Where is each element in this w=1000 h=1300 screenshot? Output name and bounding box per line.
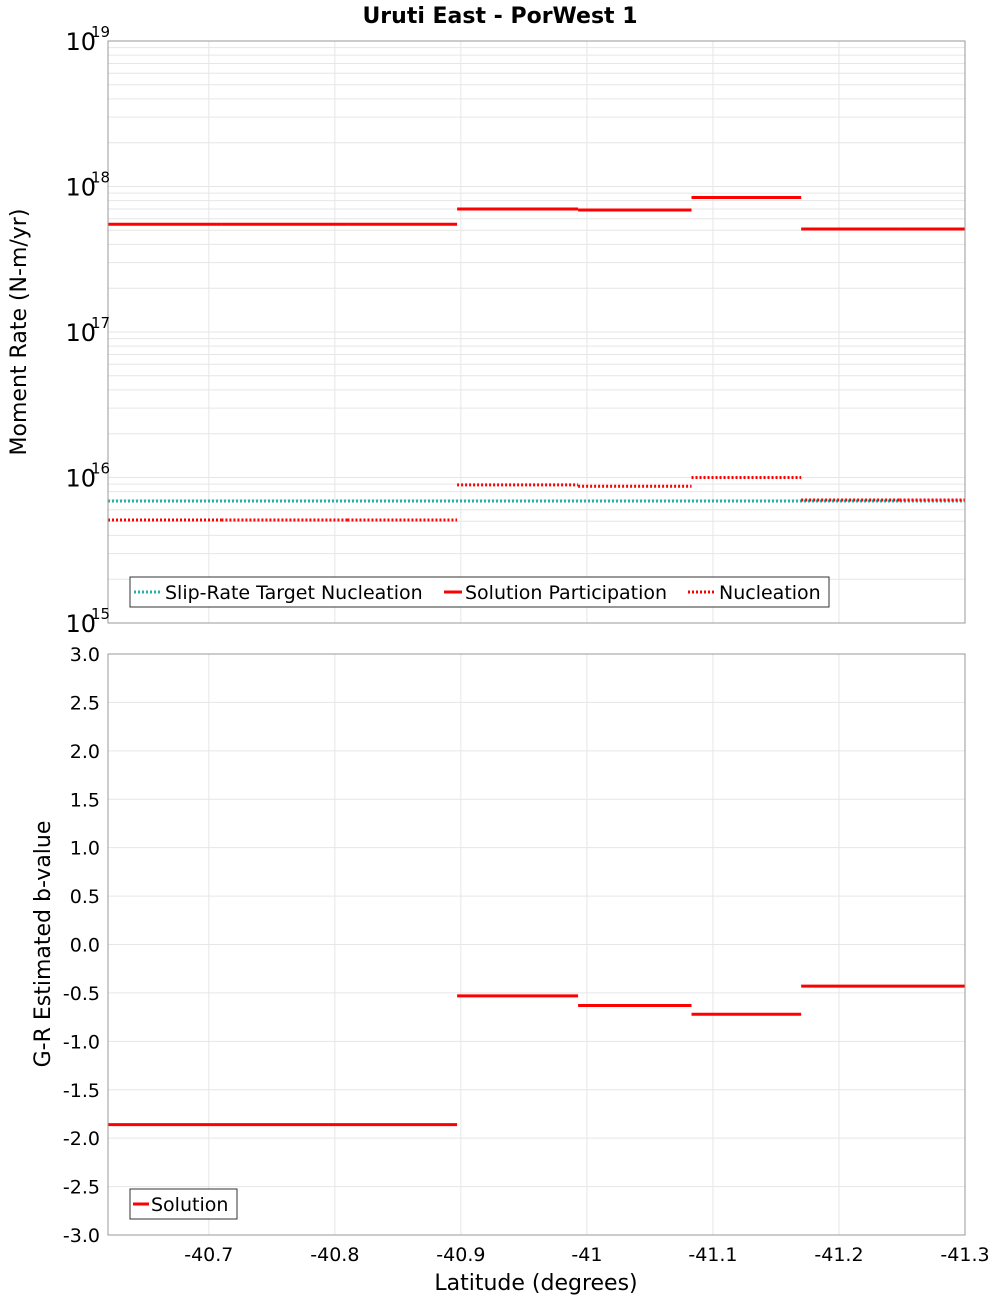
bottom-y-tick-label: 3.0 xyxy=(70,644,100,666)
top-y-tick-label: 10 xyxy=(65,319,96,347)
top-y-tick-label: 10 xyxy=(65,610,96,638)
top-y-tick-label: 10 xyxy=(65,465,96,493)
bottom-y-tick-label: -2.5 xyxy=(63,1177,100,1199)
bottom-y-tick-label: 1.5 xyxy=(70,789,100,811)
bottom-y-tick-label: 0.5 xyxy=(70,886,100,908)
top-y-axis-label: Moment Rate (N-m/yr) xyxy=(7,209,32,456)
top-y-tick-exponent: 15 xyxy=(91,605,110,623)
bottom-y-ticks: 3.0 2.5 2.0 1.5 1.0 0.5 0.0 -0.5 -1.0 -1.5 -2.0 -2.… xyxy=(63,644,100,1247)
x-tick-label: -41.2 xyxy=(814,1244,863,1266)
top-y-tick-exponent: 19 xyxy=(91,23,110,41)
x-tick-label: -41.1 xyxy=(688,1244,737,1266)
b-value-panel: 3.0 2.5 2.0 1.5 1.0 0.5 0.0 -0.5 -1.0 -1.5 -2.0 -2.… xyxy=(31,644,990,1266)
legend-label-participation: Solution Participation xyxy=(465,582,667,604)
bottom-legend: Solution xyxy=(129,1188,238,1220)
legend-label-solution: Solution xyxy=(151,1194,228,1216)
top-y-tick-label: 10 xyxy=(65,174,96,202)
bottom-y-axis-label: G-R Estimated b-value xyxy=(31,821,56,1068)
bottom-plot-frame xyxy=(107,653,966,1236)
top-series xyxy=(108,196,965,522)
bottom-y-tick-label: 2.5 xyxy=(70,692,100,714)
bottom-y-tick-label: 0.0 xyxy=(70,935,100,957)
bottom-y-tick-label: 2.0 xyxy=(70,741,100,763)
legend-label-target: Slip-Rate Target Nucleation xyxy=(165,582,423,604)
bottom-series xyxy=(108,984,965,1127)
x-tick-label: -40.9 xyxy=(436,1244,485,1266)
top-y-tick-exponent: 18 xyxy=(91,169,110,187)
top-legend: Slip-Rate Target Nucleation Solution Par… xyxy=(129,576,830,608)
bottom-y-tick-label: -2.0 xyxy=(63,1128,100,1150)
legend-label-nucleation: Nucleation xyxy=(719,582,821,604)
x-tick-label: -41 xyxy=(571,1244,602,1266)
top-y-tick-exponent: 16 xyxy=(91,460,110,478)
bottom-y-tick-label: -3.0 xyxy=(63,1225,100,1247)
chart-title: Uruti East - PorWest 1 xyxy=(362,4,637,29)
x-axis-ticks: -40.7 -40.8 -40.9 -41 -41.1 -41.2 -41.3 xyxy=(184,1244,989,1266)
top-y-tick-exponent: 17 xyxy=(91,314,110,332)
top-plot-frame xyxy=(107,40,966,624)
top-y-tick-label: 10 xyxy=(65,28,96,56)
x-tick-label: -40.8 xyxy=(310,1244,359,1266)
bottom-grid xyxy=(108,653,966,1236)
bottom-y-tick-label: -1.5 xyxy=(63,1080,100,1102)
top-grid xyxy=(108,41,966,624)
x-tick-label: -40.7 xyxy=(184,1244,233,1266)
bottom-y-tick-label: -0.5 xyxy=(63,983,100,1005)
x-axis-label: Latitude (degrees) xyxy=(434,1271,637,1296)
x-tick-label: -41.3 xyxy=(940,1244,989,1266)
bottom-y-tick-label: 1.0 xyxy=(70,838,100,860)
bottom-y-tick-label: -1.0 xyxy=(63,1031,100,1053)
